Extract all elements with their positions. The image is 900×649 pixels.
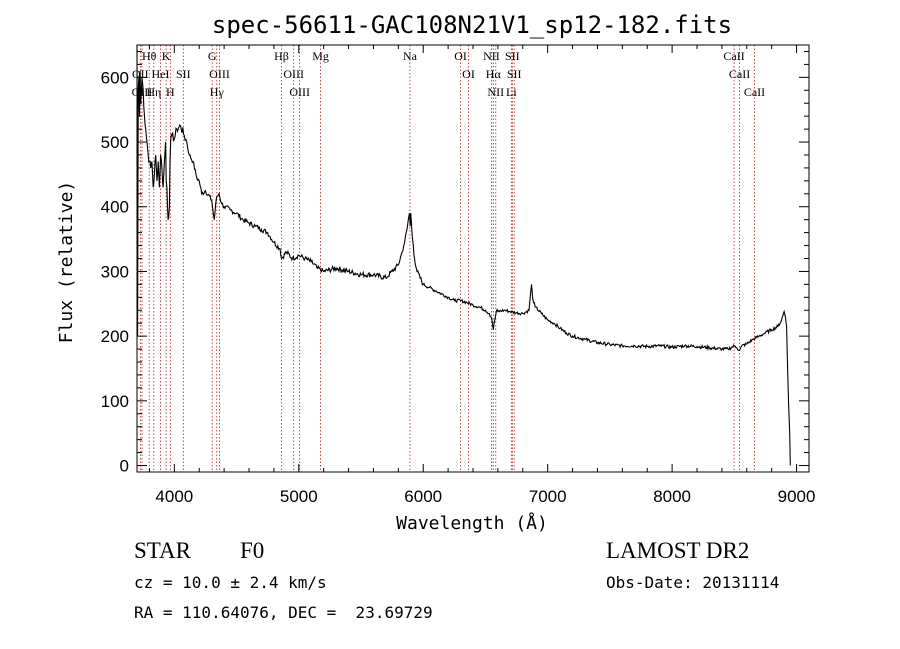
obs-date-text: Obs-Date: 20131114: [606, 573, 780, 592]
line-label: OI: [462, 67, 475, 81]
line-label: K: [162, 49, 171, 63]
line-label: Li: [506, 85, 517, 99]
class-label: STAR: [134, 538, 191, 563]
line-label: Hγ: [210, 85, 225, 99]
line-label: OIII: [283, 67, 304, 81]
y-tick-label: 0: [120, 457, 129, 476]
line-label: OIII: [209, 67, 230, 81]
y-tick-label: 100: [101, 392, 129, 411]
x-tick-label: 7000: [529, 487, 567, 506]
y-tick-label: 200: [101, 327, 129, 346]
x-tick-label: 9000: [778, 487, 816, 506]
line-label: Na: [403, 49, 418, 63]
y-tick-label: 400: [101, 198, 129, 217]
x-tick-label: 8000: [653, 487, 691, 506]
line-label: HeI: [152, 67, 170, 81]
y-axis: 0 100 200 300 400 500 600: [101, 50, 809, 476]
x-tick-label: 6000: [404, 487, 442, 506]
y-axis-label: Flux (relative): [56, 181, 77, 344]
line-label: H: [166, 85, 175, 99]
line-label: Hα: [486, 67, 502, 81]
line-label: SII: [176, 67, 191, 81]
x-axis: 4000 5000 6000 7000 8000 9000: [148, 45, 816, 506]
spectrum-series-line: [136, 44, 791, 466]
chart-title: spec-56611-GAC108N21V1_sp12-182.fits: [212, 11, 732, 39]
line-label: OIII: [289, 85, 310, 99]
line-label: NII: [487, 85, 504, 99]
line-label: CaII: [729, 67, 750, 81]
line-label: CaII: [723, 49, 744, 63]
y-tick-label: 500: [101, 133, 129, 152]
line-label: NII: [483, 49, 500, 63]
line-label: CaII: [744, 85, 765, 99]
x-tick-label: 5000: [280, 487, 318, 506]
line-label: OI: [454, 49, 467, 63]
plot-frame: [136, 44, 810, 473]
y-tick-label: 600: [101, 68, 129, 87]
redshift-text: cz = 10.0 ± 2.4 km/s: [134, 573, 327, 592]
line-label: SII: [507, 67, 522, 81]
line-label: Hθ: [142, 49, 157, 63]
line-label: Mg: [312, 49, 329, 63]
subclass-label: F0: [240, 538, 265, 563]
survey-label: LAMOST DR2: [606, 538, 750, 563]
line-label: SII: [505, 49, 520, 63]
line-label: G: [208, 49, 217, 63]
line-label: Hβ: [274, 49, 289, 63]
coordinates-text: RA = 110.64076, DEC = 23.69729: [134, 603, 433, 622]
x-tick-label: 4000: [155, 487, 193, 506]
line-label: Hη: [146, 85, 161, 99]
y-tick-label: 300: [101, 262, 129, 281]
x-axis-label: Wavelength (Å): [396, 512, 548, 534]
line-markers: [139, 45, 755, 472]
